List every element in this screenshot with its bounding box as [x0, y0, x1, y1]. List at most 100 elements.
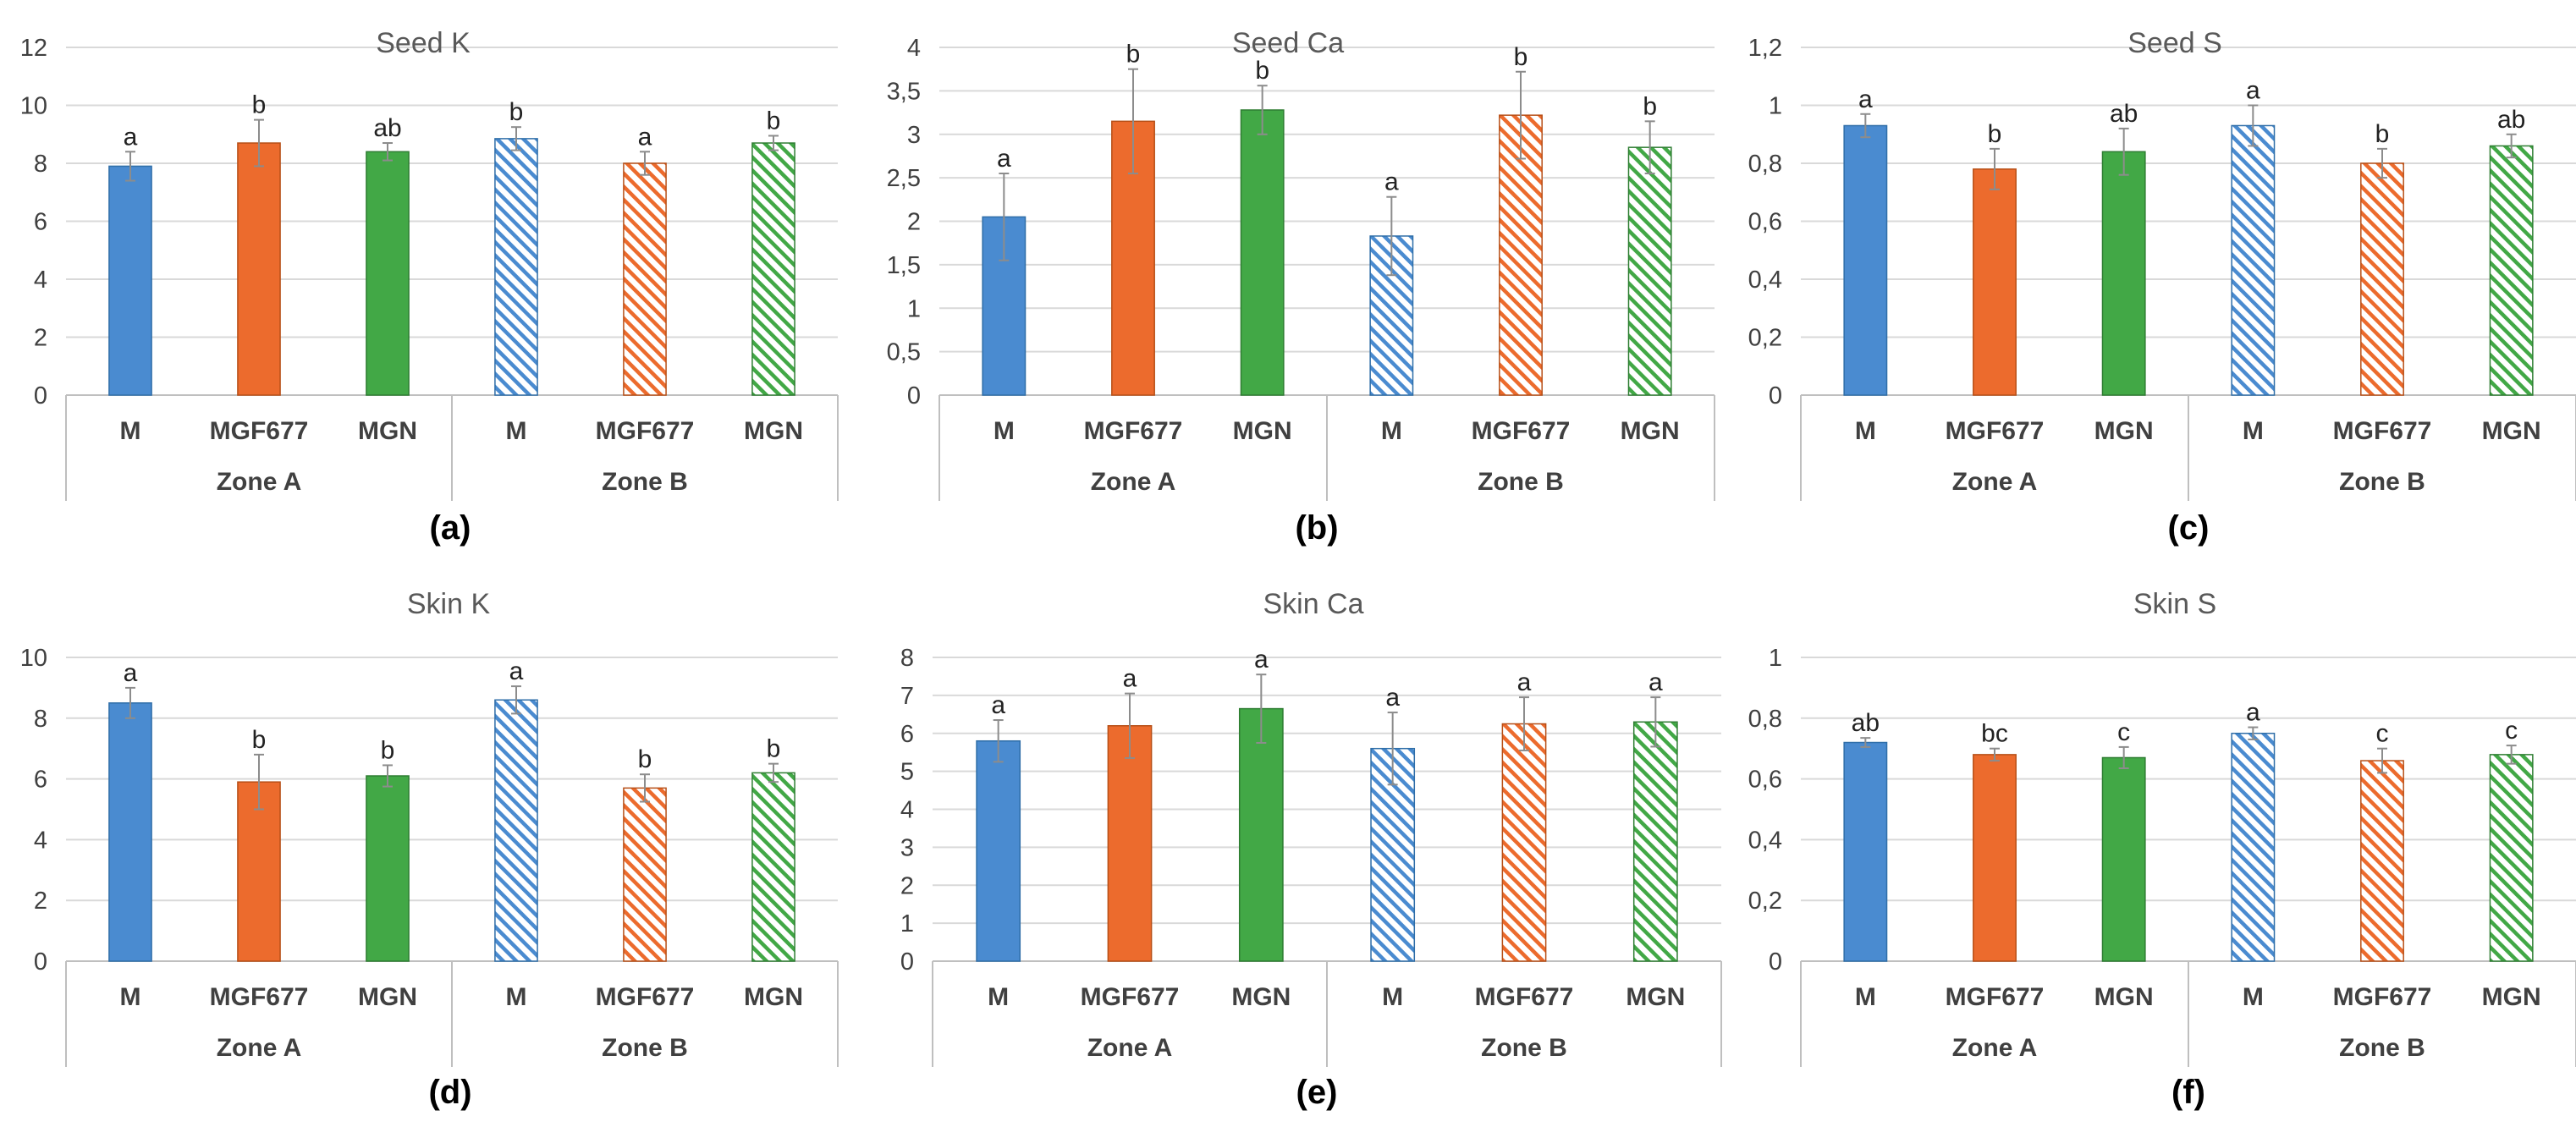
significance-label: a [1649, 668, 1663, 696]
error-bar [1860, 113, 1871, 139]
category-label: MGF677 [1946, 417, 2045, 445]
category-label: MGF677 [1946, 983, 2045, 1011]
y-tick-label: 0 [1769, 382, 1782, 410]
error-bar [2377, 747, 2387, 774]
significance-label: b [767, 735, 781, 763]
y-tick-label: 0,6 [1748, 767, 1782, 794]
category-label: M [1855, 983, 1876, 1011]
error-bar [999, 172, 1010, 261]
zone-label: Zone B [2339, 1034, 2425, 1062]
chart-title: Skin K [407, 588, 491, 620]
zone-label: Zone B [602, 468, 688, 496]
significance-label: b [638, 745, 652, 773]
significance-label: a [997, 145, 1011, 173]
zone-label: Zone A [1952, 468, 2038, 496]
y-tick-label: 2 [900, 872, 914, 899]
category-label: MGF677 [210, 417, 309, 445]
error-bar [125, 151, 135, 182]
chart-panel-2: 0 0,5 1 1,5 2 2,5 3 3,5 4 Seed Ca a Mb MGF677 b MGN a Mb… [887, 27, 1715, 547]
chart-title: Seed K [376, 27, 471, 59]
bar-mgf677-zone-b [623, 787, 667, 962]
panel-label: (b) [1295, 509, 1338, 547]
category-label: MGN [2094, 983, 2154, 1011]
zone-label: Zone A [217, 468, 302, 496]
significance-label: b [1988, 120, 2002, 148]
category-label: M [994, 417, 1015, 445]
error-bar [125, 686, 135, 719]
bar-m-zone-a [108, 165, 152, 396]
category-label: M [506, 983, 527, 1011]
bar-mgf677-zone-a [1973, 168, 2017, 396]
error-bar [254, 753, 264, 811]
error-bar [2377, 147, 2387, 179]
bar-mgn-zone-a [1240, 109, 1285, 396]
error-bar [2506, 745, 2517, 765]
y-tick-label: 10 [20, 645, 47, 672]
significance-label: a [124, 659, 138, 687]
significance-label: a [1517, 668, 1532, 696]
bar-mgf677-zone-a [237, 781, 281, 962]
y-tick-label: 7 [900, 683, 914, 710]
error-bar [383, 764, 393, 788]
y-tick-label: 4 [34, 267, 47, 294]
significance-label: ab [1852, 709, 1880, 737]
error-bar [1125, 692, 1135, 759]
error-bar [1990, 147, 2000, 190]
y-tick-label: 8 [900, 645, 914, 672]
bar-mgn-zone-b [2489, 754, 2534, 962]
error-bar [1650, 696, 1661, 748]
error-bar [768, 762, 779, 783]
category-label: MGF677 [1084, 417, 1183, 445]
y-tick-label: 2 [34, 325, 47, 352]
y-tick-label: 4 [907, 35, 921, 62]
panel-label: (c) [2168, 509, 2210, 547]
y-tick-label: 1,5 [887, 252, 921, 279]
error-bar [254, 118, 264, 168]
bar-m-zone-a [108, 702, 152, 962]
y-tick-label: 2,5 [887, 165, 921, 192]
bar-mgf677-zone-b [623, 162, 667, 396]
category-label: MGN [358, 983, 417, 1011]
significance-label: b [1126, 41, 1141, 69]
error-bar [1990, 747, 2000, 762]
category-label: MGN [1233, 417, 1292, 445]
category-label: M [2243, 983, 2264, 1011]
y-tick-label: 0,2 [1748, 325, 1782, 352]
bar-m-zone-a [1843, 124, 1888, 396]
y-tick-label: 0,5 [887, 339, 921, 366]
panel-label: (a) [430, 509, 471, 547]
bar-mgf677-zone-a [1973, 754, 2017, 962]
bar-mgn-zone-b [1632, 721, 1678, 962]
significance-label: a [1858, 85, 1873, 113]
category-label: M [506, 417, 527, 445]
y-tick-label: 10 [20, 93, 47, 120]
error-bar [1387, 712, 1398, 786]
category-label: MGN [2094, 417, 2154, 445]
error-bar [383, 142, 393, 162]
bar-m-zone-b [494, 699, 538, 962]
zone-label: Zone B [1478, 468, 1564, 496]
bar-mgf677-zone-b [2360, 760, 2404, 962]
category-label: M [120, 983, 141, 1011]
y-tick-label: 2 [907, 209, 921, 236]
significance-label: a [1254, 646, 1269, 673]
error-bar [640, 773, 650, 803]
y-tick-label: 2 [34, 888, 47, 915]
chart-panel-6: 0 0,2 0,4 0,6 0,8 1 Skin S ab Mbc MGF677 c MGN a Mc MG… [1748, 588, 2576, 1111]
significance-label: b [252, 91, 267, 119]
significance-label: b [252, 726, 267, 754]
category-label: MGN [1621, 417, 1680, 445]
significance-label: c [2505, 717, 2518, 745]
category-label: MGF677 [2333, 417, 2432, 445]
y-tick-label: 0 [34, 948, 47, 976]
error-bar [2506, 133, 2517, 159]
chart-title: Seed S [2127, 27, 2222, 59]
y-tick-label: 0,8 [1748, 151, 1782, 178]
bar-mgn-zone-a [366, 775, 410, 962]
error-bar [1386, 195, 1397, 277]
chart-title: Skin Ca [1263, 588, 1363, 620]
zone-label: Zone B [1481, 1034, 1567, 1062]
error-bar [2118, 745, 2129, 770]
error-bar [993, 719, 1004, 763]
y-tick-label: 0 [34, 382, 47, 410]
